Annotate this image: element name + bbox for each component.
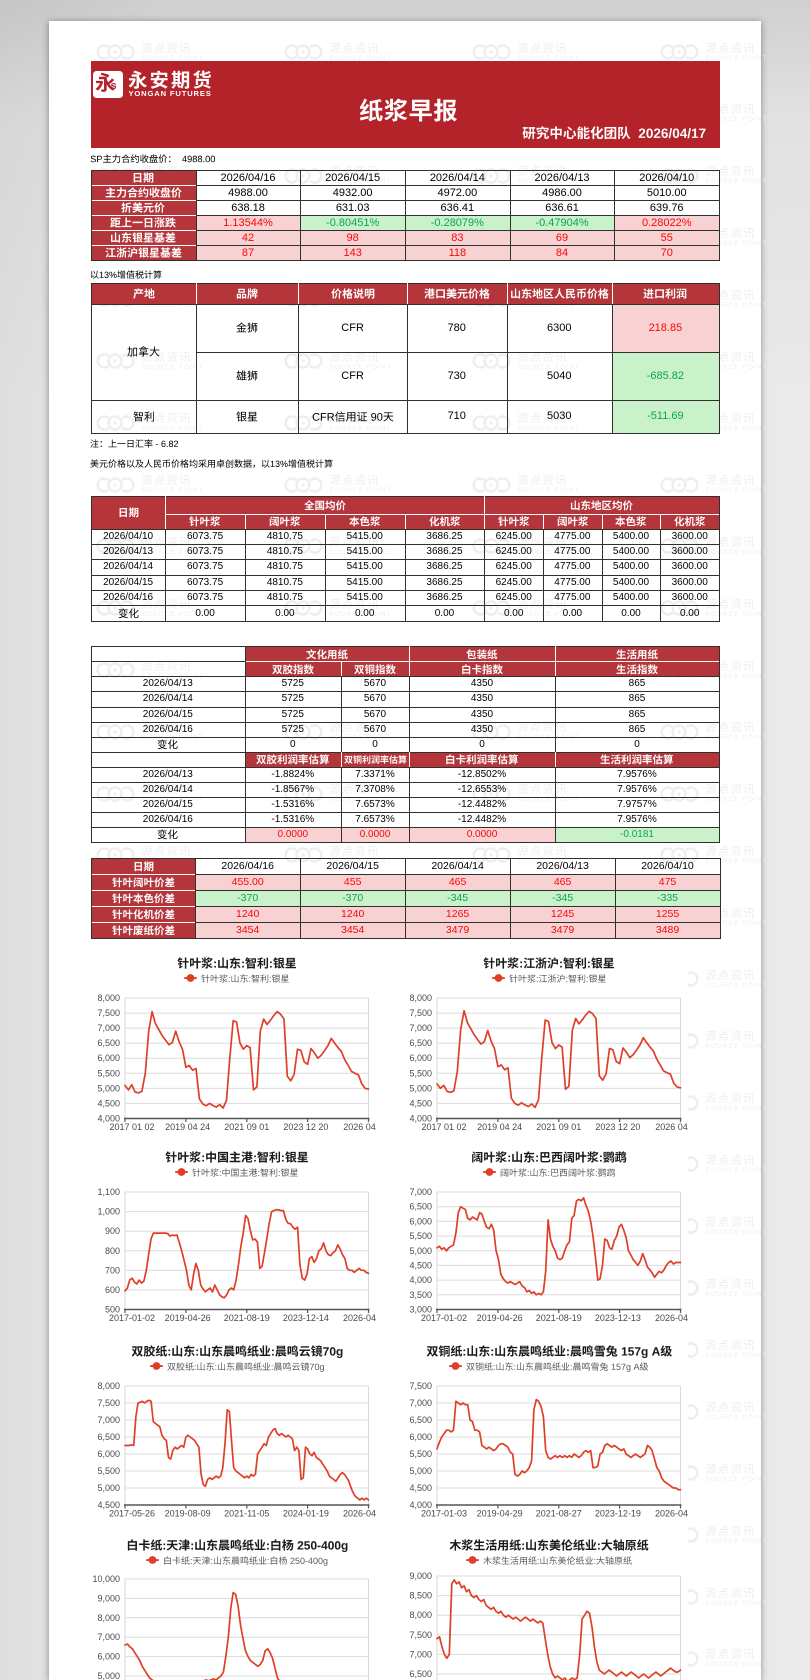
svg-text:6,500: 6,500 (97, 1432, 120, 1442)
svg-text:6,000: 6,000 (97, 1449, 120, 1459)
svg-text:2026-04: 2026-04 (343, 1508, 376, 1518)
svg-text:2021 09 01: 2021 09 01 (224, 1122, 269, 1132)
svg-text:6,000: 6,000 (97, 1053, 120, 1063)
svg-text:2017 01 02: 2017 01 02 (109, 1122, 154, 1132)
svg-text:6,000: 6,000 (409, 1216, 432, 1226)
svg-text:4,000: 4,000 (409, 1500, 432, 1510)
svg-text:2024-01-19: 2024-01-19 (283, 1508, 329, 1518)
svg-text:5,500: 5,500 (409, 1068, 432, 1078)
svg-text:8,000: 8,000 (97, 993, 120, 1003)
svg-text:2019-04-26: 2019-04-26 (165, 1313, 211, 1323)
svg-text:600: 600 (105, 1284, 120, 1294)
svg-text:2017-05-26: 2017-05-26 (109, 1508, 155, 1518)
svg-text:7,500: 7,500 (409, 1630, 432, 1640)
svg-text:3,000: 3,000 (409, 1304, 432, 1314)
svg-text:10,000: 10,000 (92, 1574, 120, 1584)
svg-text:7,000: 7,000 (97, 1632, 120, 1642)
svg-text:4,500: 4,500 (409, 1260, 432, 1270)
svg-text:7,000: 7,000 (409, 1023, 432, 1033)
svg-text:2023-12-19: 2023-12-19 (595, 1508, 641, 1518)
svg-text:7,000: 7,000 (97, 1023, 120, 1033)
svg-text:2023 12 20: 2023 12 20 (595, 1122, 640, 1132)
svg-text:8,500: 8,500 (409, 1591, 432, 1601)
svg-text:8,000: 8,000 (97, 1381, 120, 1391)
svg-text:9,000: 9,000 (97, 1593, 120, 1603)
svg-text:4,500: 4,500 (97, 1098, 120, 1108)
svg-text:5,000: 5,000 (409, 1245, 432, 1255)
svg-text:2026 04: 2026 04 (655, 1122, 688, 1132)
svg-text:2021-08-27: 2021-08-27 (536, 1508, 582, 1518)
svg-text:5,000: 5,000 (409, 1466, 432, 1476)
svg-text:8,000: 8,000 (409, 993, 432, 1003)
svg-text:6,500: 6,500 (409, 1201, 432, 1211)
svg-text:5,000: 5,000 (97, 1483, 120, 1493)
svg-text:2019-08-09: 2019-08-09 (165, 1508, 211, 1518)
svg-text:6,000: 6,000 (97, 1652, 120, 1662)
svg-text:500: 500 (105, 1304, 120, 1314)
svg-text:4,000: 4,000 (409, 1275, 432, 1285)
svg-text:2026-04: 2026-04 (655, 1313, 688, 1323)
svg-text:2019-04-26: 2019-04-26 (477, 1313, 523, 1323)
svg-text:7,000: 7,000 (97, 1415, 120, 1425)
svg-text:4,000: 4,000 (97, 1113, 120, 1123)
svg-text:7,500: 7,500 (97, 1008, 120, 1018)
svg-text:7,000: 7,000 (409, 1187, 432, 1197)
svg-text:5,500: 5,500 (97, 1068, 120, 1078)
svg-text:2019-04-29: 2019-04-29 (477, 1508, 523, 1518)
svg-text:2021 09 01: 2021 09 01 (536, 1122, 581, 1132)
svg-text:1,000: 1,000 (97, 1206, 120, 1216)
svg-text:900: 900 (105, 1226, 120, 1236)
svg-text:8,000: 8,000 (409, 1610, 432, 1620)
svg-text:2021-08-19: 2021-08-19 (536, 1313, 582, 1323)
svg-text:9,000: 9,000 (409, 1571, 432, 1581)
svg-text:8,000: 8,000 (97, 1613, 120, 1623)
svg-text:2026-04: 2026-04 (655, 1508, 688, 1518)
svg-text:5,000: 5,000 (97, 1671, 120, 1680)
svg-text:6,000: 6,000 (409, 1053, 432, 1063)
svg-text:6,500: 6,500 (409, 1669, 432, 1679)
svg-text:7,500: 7,500 (409, 1008, 432, 1018)
svg-text:2019 04 24: 2019 04 24 (165, 1122, 210, 1132)
svg-text:2026-04: 2026-04 (343, 1313, 376, 1323)
svg-text:4,500: 4,500 (409, 1483, 432, 1493)
svg-text:2023 12 20: 2023 12 20 (283, 1122, 328, 1132)
svg-text:2017-01-02: 2017-01-02 (109, 1313, 155, 1323)
svg-text:3,500: 3,500 (409, 1289, 432, 1299)
svg-text:1,100: 1,100 (97, 1187, 120, 1197)
svg-text:7,000: 7,000 (409, 1649, 432, 1659)
svg-text:6,500: 6,500 (409, 1415, 432, 1425)
svg-text:7,500: 7,500 (97, 1398, 120, 1408)
svg-text:2021-08-19: 2021-08-19 (224, 1313, 270, 1323)
svg-text:2017-01-03: 2017-01-03 (421, 1508, 467, 1518)
svg-text:2017-01-02: 2017-01-02 (421, 1313, 467, 1323)
svg-text:6,500: 6,500 (97, 1038, 120, 1048)
svg-text:5,000: 5,000 (97, 1083, 120, 1093)
svg-text:6,000: 6,000 (409, 1432, 432, 1442)
svg-text:4,500: 4,500 (97, 1500, 120, 1510)
svg-text:7,000: 7,000 (409, 1398, 432, 1408)
svg-text:2026 04: 2026 04 (343, 1122, 376, 1132)
svg-text:2023-12-14: 2023-12-14 (283, 1313, 329, 1323)
svg-text:2019 04 24: 2019 04 24 (477, 1122, 522, 1132)
svg-text:4,500: 4,500 (409, 1098, 432, 1108)
svg-text:700: 700 (105, 1265, 120, 1275)
svg-text:5,500: 5,500 (97, 1466, 120, 1476)
svg-text:800: 800 (105, 1245, 120, 1255)
svg-text:5,500: 5,500 (409, 1449, 432, 1459)
svg-text:6,500: 6,500 (409, 1038, 432, 1048)
svg-text:4,000: 4,000 (409, 1113, 432, 1123)
svg-text:5,500: 5,500 (409, 1231, 432, 1241)
svg-text:2017 01 02: 2017 01 02 (421, 1122, 466, 1132)
svg-text:2023-12-13: 2023-12-13 (595, 1313, 641, 1323)
svg-text:2021-11-05: 2021-11-05 (224, 1508, 269, 1518)
svg-text:7,500: 7,500 (409, 1381, 432, 1391)
svg-text:5,000: 5,000 (409, 1083, 432, 1093)
